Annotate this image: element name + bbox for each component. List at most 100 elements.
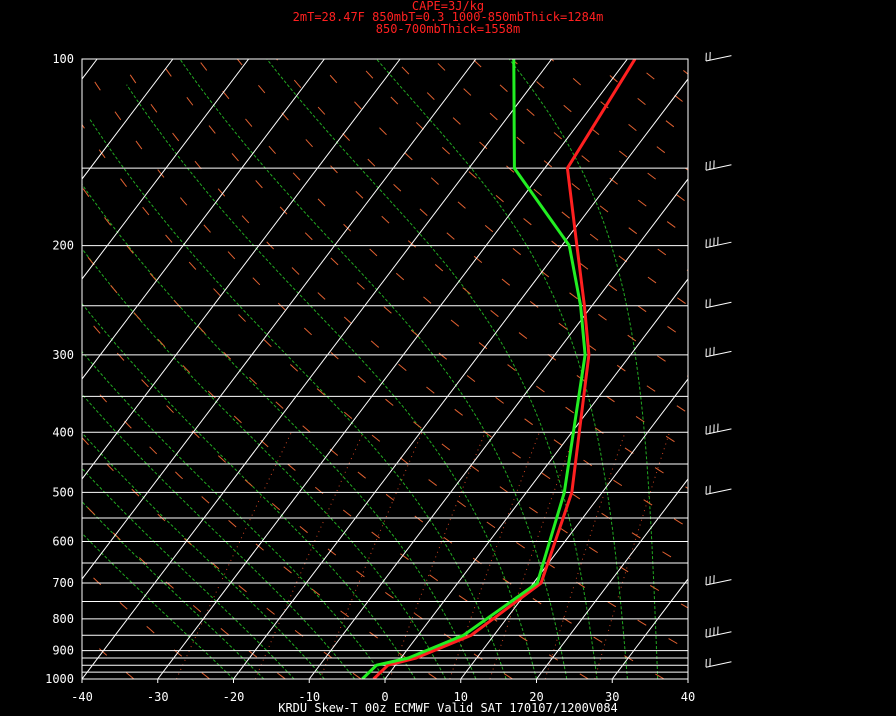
surface-stats: 2mT=28.47F 850mbT=0.3 1000-850mbThick=12… bbox=[292, 10, 604, 24]
wind-barb-flag bbox=[709, 425, 711, 434]
dry-adiabat-line bbox=[82, 248, 589, 679]
y-tick-label: 500 bbox=[52, 485, 74, 499]
x-tick-label: 0 bbox=[381, 690, 388, 704]
mixing-ratio-line bbox=[254, 432, 364, 679]
moist-adiabat-line bbox=[82, 247, 447, 679]
temperature-trace bbox=[372, 59, 637, 679]
x-tick-label: 40 bbox=[681, 690, 695, 704]
moist-adiabat-line bbox=[89, 118, 507, 679]
wind-barb-flag bbox=[713, 237, 715, 246]
mixing-ratio-line bbox=[389, 432, 486, 679]
wind-barb-flag bbox=[709, 161, 711, 170]
wind-barb-flag bbox=[705, 486, 707, 495]
y-tick-label: 400 bbox=[52, 425, 74, 439]
moist-adiabat-line bbox=[82, 532, 234, 679]
dry-adiabat-line bbox=[668, 59, 688, 75]
wind-barb bbox=[705, 626, 732, 638]
isotherm-line bbox=[82, 59, 477, 580]
isobars bbox=[82, 59, 688, 679]
y-tick-label: 100 bbox=[52, 52, 74, 66]
dewpoint-trace bbox=[361, 59, 587, 679]
wind-barb-flag bbox=[713, 346, 715, 356]
mixing-ratio-line bbox=[176, 432, 292, 679]
mixing-ratio-line bbox=[319, 432, 423, 679]
x-tick-label: 30 bbox=[605, 690, 619, 704]
wind-barb-flag bbox=[709, 347, 711, 356]
wind-barb-flag bbox=[717, 626, 719, 635]
wind-barb bbox=[705, 575, 732, 586]
wind-barb bbox=[705, 346, 732, 358]
dry-adiabat-line bbox=[354, 59, 688, 342]
wind-barb-flag bbox=[705, 299, 707, 308]
isotherm-line bbox=[308, 178, 688, 679]
moist-adiabat-line bbox=[82, 467, 295, 679]
wind-barb bbox=[705, 298, 732, 309]
y-axis-ticks: 100 200 300 400 500 600 700 800 900 1000 bbox=[45, 52, 74, 686]
moist-adiabats bbox=[82, 59, 659, 679]
x-tick-label: 20 bbox=[529, 690, 543, 704]
wind-barb-flag bbox=[705, 239, 707, 248]
dry-adiabat-line bbox=[119, 59, 688, 568]
wind-barb-flag bbox=[705, 628, 707, 638]
moist-adiabat-line bbox=[82, 302, 416, 679]
mixing-ratio-lines bbox=[176, 432, 670, 679]
dry-adiabat-line bbox=[629, 59, 688, 107]
wind-barb-flag bbox=[713, 627, 715, 636]
moist-adiabat-line bbox=[179, 59, 568, 679]
y-tick-label: 700 bbox=[52, 576, 74, 590]
wind-barb-flag bbox=[717, 236, 719, 246]
isotherm-line bbox=[82, 59, 250, 280]
isotherm-line bbox=[157, 59, 628, 679]
wind-barb bbox=[705, 160, 732, 171]
wind-barb bbox=[705, 423, 732, 435]
x-axis-ticks: -40 -30 -20 -10 0 10 20 30 40 bbox=[71, 679, 695, 704]
mixing-ratio-line bbox=[544, 432, 626, 679]
x-tick-label: -40 bbox=[71, 690, 93, 704]
dry-adiabat-line bbox=[315, 59, 688, 377]
y-tick-label: 1000 bbox=[45, 672, 74, 686]
dry-adiabat-line bbox=[511, 59, 688, 204]
dry-adiabat-line bbox=[158, 59, 688, 528]
wind-barb bbox=[705, 51, 732, 62]
isotherm-line bbox=[536, 478, 688, 679]
dry-adiabat-line bbox=[82, 501, 286, 679]
moist-adiabat-line bbox=[82, 183, 477, 679]
wind-barb-flag bbox=[709, 238, 711, 247]
y-tick-label: 800 bbox=[52, 612, 74, 626]
wind-barb-flag bbox=[705, 52, 707, 62]
wind-barb-flag bbox=[709, 575, 711, 585]
isotherms bbox=[82, 59, 688, 679]
moist-adiabat-line bbox=[82, 432, 325, 679]
dry-adiabat-line bbox=[393, 59, 688, 306]
wind-barb-flag bbox=[705, 658, 707, 668]
wind-barb-flag bbox=[713, 160, 715, 169]
x-tick-label: -20 bbox=[223, 690, 245, 704]
dry-adiabat-line bbox=[590, 59, 688, 139]
wind-barb bbox=[705, 658, 732, 668]
moist-adiabat-line bbox=[376, 59, 628, 679]
wind-barb-flag bbox=[713, 575, 715, 584]
dry-adiabat-line bbox=[550, 59, 688, 171]
y-tick-label: 300 bbox=[52, 348, 74, 362]
wind-barb-flag bbox=[709, 485, 711, 494]
wind-barb-flag bbox=[709, 658, 711, 667]
wind-barb-flag bbox=[705, 576, 707, 586]
wind-barb-flag bbox=[713, 424, 715, 433]
wind-barb-flag bbox=[709, 628, 711, 637]
wind-barb-flag bbox=[705, 161, 707, 171]
dry-adiabat-line bbox=[197, 59, 688, 490]
sounding-traces bbox=[361, 59, 637, 679]
wind-barb-flag bbox=[709, 51, 711, 61]
mixing-ratio-line bbox=[449, 432, 540, 679]
dry-adiabat-line bbox=[82, 311, 513, 679]
wind-barb-flag bbox=[717, 423, 719, 432]
x-tick-label: -30 bbox=[147, 690, 169, 704]
y-tick-label: 900 bbox=[52, 644, 74, 658]
wind-barbs bbox=[705, 51, 732, 668]
moist-adiabat-line bbox=[82, 501, 265, 679]
plot-frame bbox=[81, 58, 689, 680]
isotherm-line bbox=[82, 59, 553, 679]
dry-adiabat-line bbox=[236, 59, 688, 451]
moist-adiabat-line bbox=[126, 84, 537, 679]
